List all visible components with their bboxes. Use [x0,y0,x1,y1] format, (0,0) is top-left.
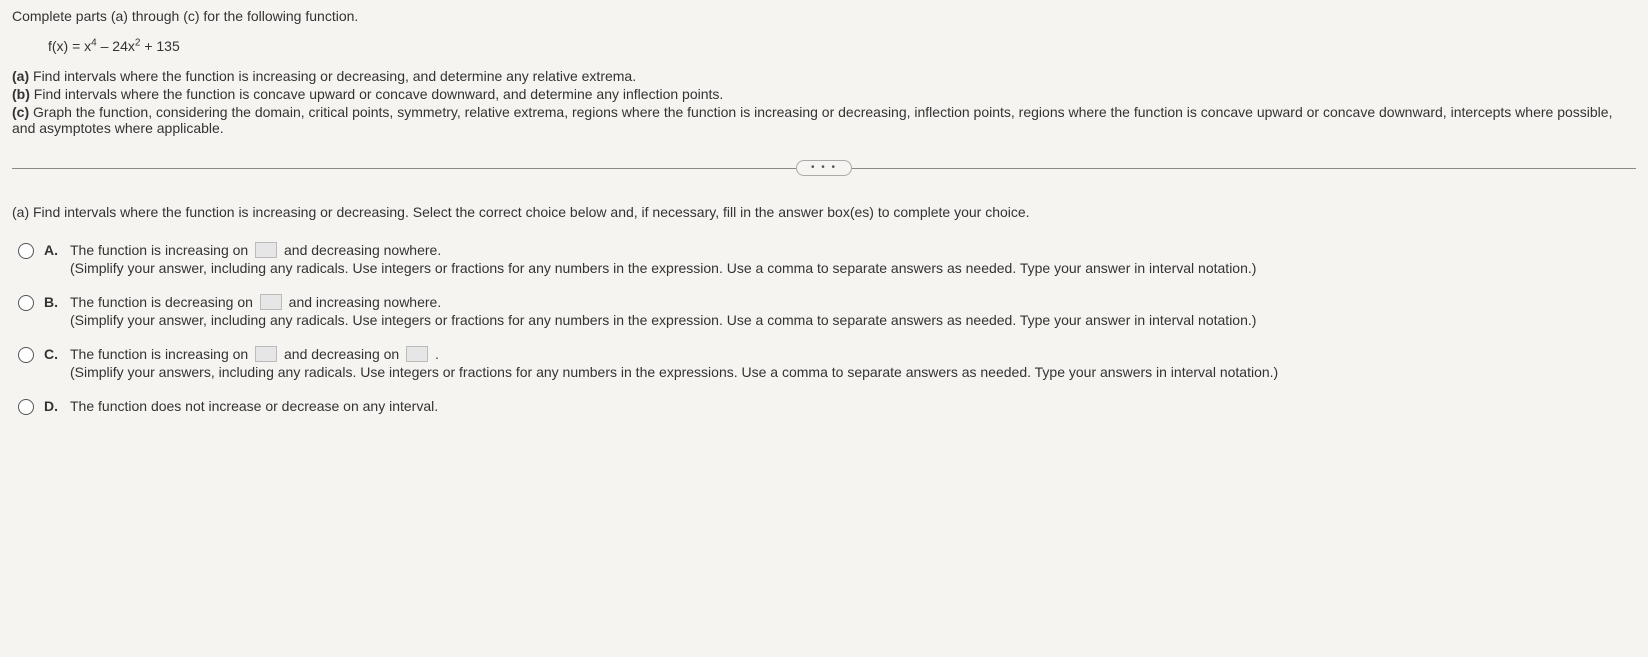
choice-b-text: The function is decreasing on and increa… [70,294,1636,310]
choice-letter-a: A. [44,242,68,258]
part-c: (c) Graph the function, considering the … [12,104,1636,136]
choice-d: D. The function does not increase or dec… [18,398,1636,416]
choice-c: C. The function is increasing on and dec… [18,346,1636,380]
choice-a-hint: (Simplify your answer, including any rad… [70,260,1636,276]
choice-a-text: The function is increasing on and decrea… [70,242,1636,258]
choice-letter-d: D. [44,398,68,414]
answer-box-c2[interactable] [406,346,428,362]
answer-box-a1[interactable] [255,242,277,258]
answer-box-c1[interactable] [255,346,277,362]
answer-box-b1[interactable] [260,294,282,310]
function-formula: f(x) = x4 – 24x2 + 135 [48,38,1636,54]
radio-a[interactable] [18,243,34,259]
choice-b-hint: (Simplify your answer, including any rad… [70,312,1636,328]
part-b: (b) Find intervals where the function is… [12,86,1636,102]
question-a-prompt: (a) Find intervals where the function is… [12,204,1636,220]
radio-d[interactable] [18,399,34,415]
choice-letter-b: B. [44,294,68,310]
radio-c[interactable] [18,347,34,363]
choice-c-text: The function is increasing on and decrea… [70,346,1636,362]
choice-b: B. The function is decreasing on and inc… [18,294,1636,328]
radio-b[interactable] [18,295,34,311]
part-a: (a) Find intervals where the function is… [12,68,1636,84]
parts-list: (a) Find intervals where the function is… [12,68,1636,136]
choice-letter-c: C. [44,346,68,362]
section-divider: • • • [12,158,1636,178]
choice-d-text: The function does not increase or decrea… [70,398,1636,414]
choice-a: A. The function is increasing on and dec… [18,242,1636,276]
expand-icon[interactable]: • • • [796,160,852,176]
instruction-text: Complete parts (a) through (c) for the f… [12,8,1636,24]
choice-c-hint: (Simplify your answers, including any ra… [70,364,1636,380]
